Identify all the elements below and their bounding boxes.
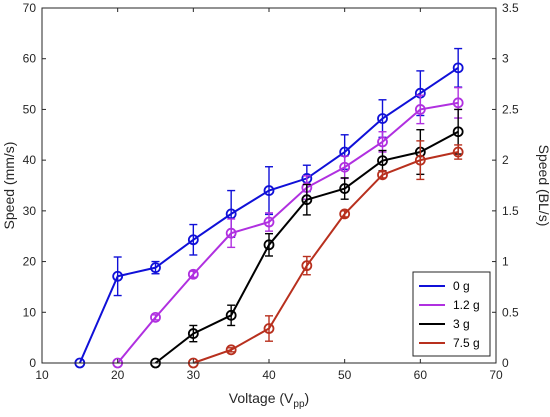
x-tick-label: 10 [35,368,49,382]
legend: 0 g 1.2 g 3 g 7.5 g [412,271,491,357]
legend-label: 1.2 g [453,298,480,312]
x-tick-label: 70 [489,368,503,382]
axes: 10 20 30 40 50 60 7001020304050607000.511.522.… [23,1,519,382]
series-line [193,151,459,364]
y-right-tick-label: 0 [502,356,509,370]
data-point [377,113,388,124]
data-point [377,136,388,148]
y-tick-label: 70 [23,1,37,15]
data-point [414,104,426,115]
data-point [414,154,426,166]
data-point [187,234,199,246]
x-axis-label-main: Voltage (V [229,390,294,406]
data-point [301,194,313,206]
x-tick-label: 20 [111,368,125,382]
series-line [116,101,459,364]
y-axis-label: Speed (mm/s) [1,142,17,230]
series-line [78,67,459,364]
data-point [263,239,275,251]
series-1 [112,86,464,369]
data-point [339,161,351,173]
y-right-tick-label: 1 [502,255,509,269]
y-right-tick-label: 2 [502,153,509,167]
data-point [263,323,275,334]
legend-label: 3 g [453,317,470,331]
data-point [150,262,161,274]
y-tick-label: 10 [23,305,37,319]
data-point [452,62,464,74]
x-axis-label: Voltage (Vpp) [229,390,309,410]
data-point [301,260,313,272]
y-tick-label: 40 [23,153,37,167]
series-line [154,130,459,364]
y-tick-label: 0 [29,356,36,370]
data-point [187,328,199,339]
x-axis-label-close: ) [305,390,310,406]
data-point [263,185,275,196]
data-point [187,268,199,280]
y-right-tick-label: 2.5 [502,102,519,116]
y-right-tick-label: 3.5 [502,1,519,15]
y-right-tick-label: 0.5 [502,305,519,319]
data-point [150,311,161,323]
data-point [377,169,388,181]
data-point [452,97,464,109]
y-tick-label: 60 [23,52,37,66]
legend-label: 0 g [453,279,470,293]
data-point [225,344,237,356]
data-point [225,227,237,239]
data-point [225,309,237,321]
series-3 [187,140,464,369]
y-right-tick-label: 3 [502,52,509,66]
y-tick-label: 20 [23,255,37,269]
plot-marks [74,47,464,369]
data-point [339,208,351,220]
y-right-tick-label: 1.5 [502,204,519,218]
x-tick-label: 60 [414,368,428,382]
x-tick-label: 50 [338,368,352,382]
x-tick-label: 40 [262,368,276,382]
data-point [339,183,351,194]
data-point [263,216,275,228]
data-point [452,146,464,158]
legend-label: 7.5 g [453,336,480,350]
x-tick-label: 30 [187,368,201,382]
data-point [112,270,124,282]
y-tick-label: 30 [23,204,37,218]
x-axis-label-subscript: pp [293,399,305,410]
data-point [377,155,388,167]
data-point [452,126,464,138]
y-tick-label: 50 [23,102,37,116]
y-axis-right-label: Speed (BL/s) [536,145,550,227]
